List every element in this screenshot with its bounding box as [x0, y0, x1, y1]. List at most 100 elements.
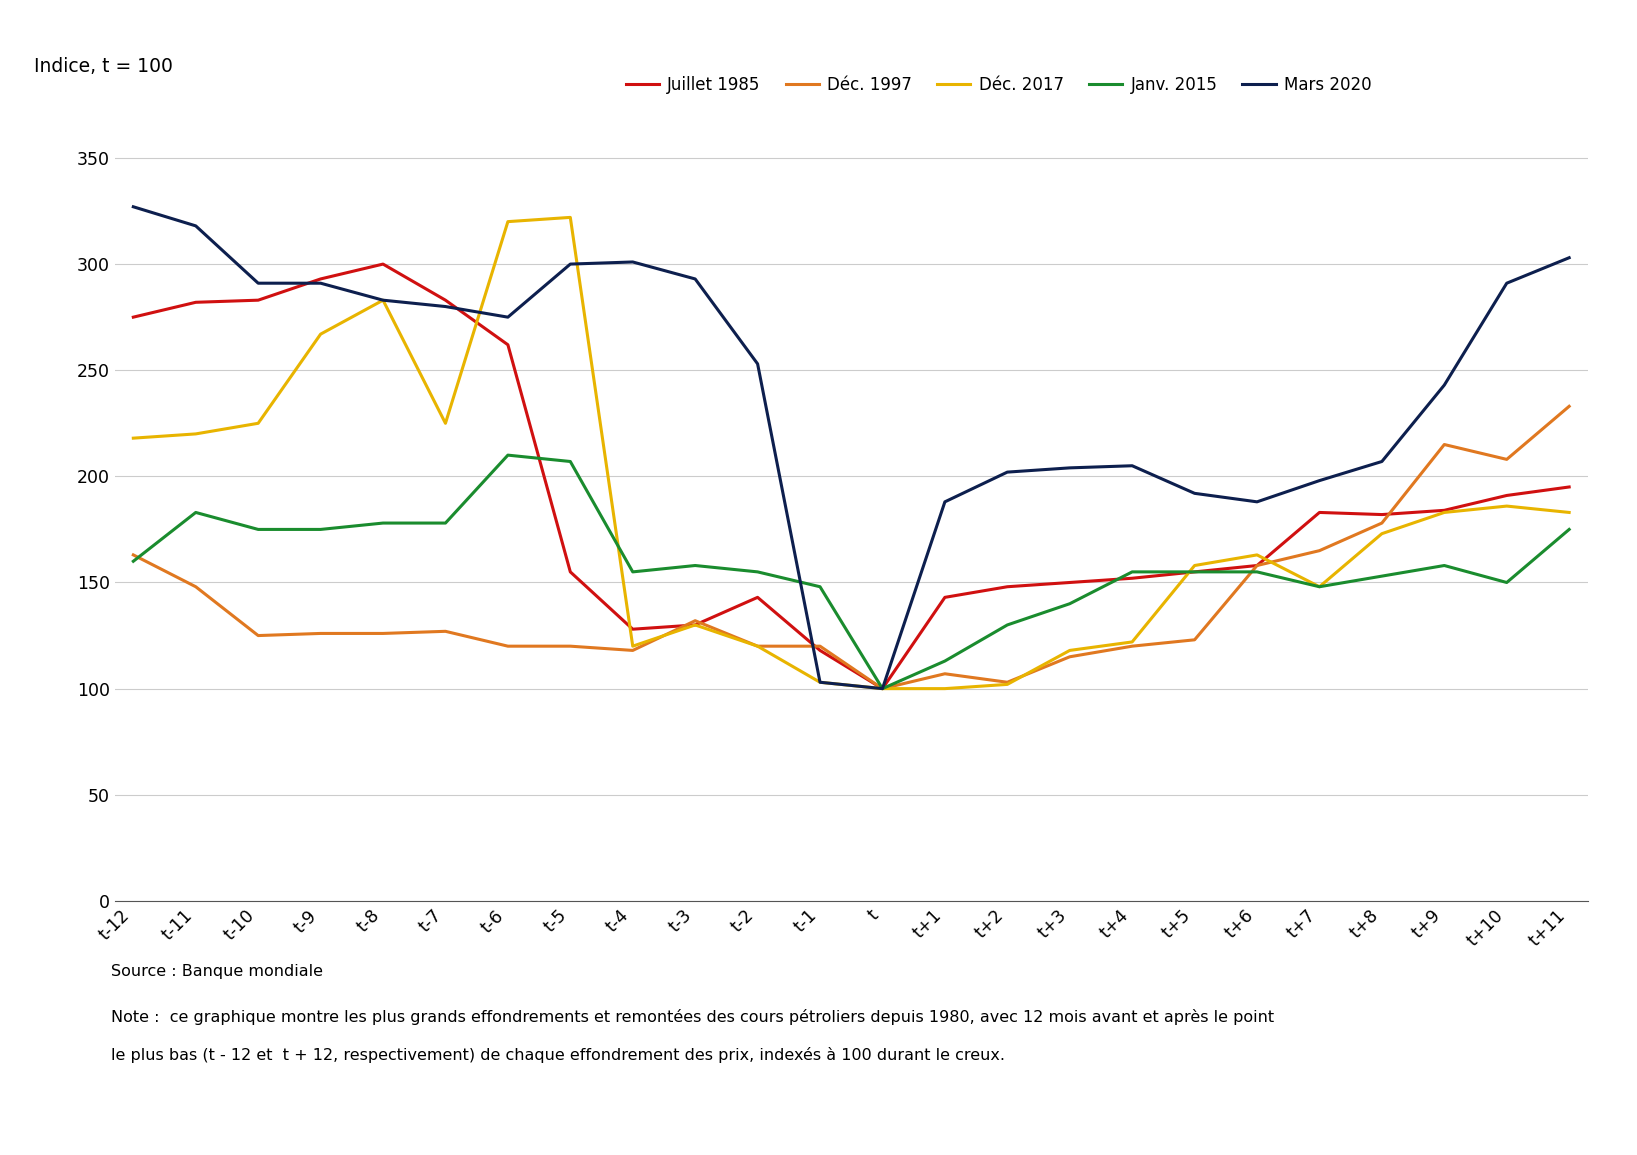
Line: Janv. 2015: Janv. 2015: [133, 455, 1570, 688]
Déc. 1997: [560, 639, 579, 653]
Juillet 1985: [1434, 504, 1454, 517]
Juillet 1985: [1123, 572, 1143, 586]
Janv. 2015: [498, 448, 517, 462]
Déc. 1997: [1185, 633, 1205, 647]
Juillet 1985: [373, 258, 393, 271]
Déc. 2017: [435, 416, 455, 430]
Juillet 1985: [686, 618, 706, 632]
Janv. 2015: [1059, 597, 1079, 611]
Juillet 1985: [1247, 559, 1267, 573]
Janv. 2015: [935, 654, 954, 668]
Déc. 2017: [748, 639, 768, 653]
Janv. 2015: [560, 455, 579, 469]
Mars 2020: [873, 681, 892, 695]
Déc. 1997: [1434, 438, 1454, 452]
Mars 2020: [311, 276, 331, 290]
Déc. 1997: [748, 639, 768, 653]
Mars 2020: [1185, 486, 1205, 500]
Déc. 1997: [435, 625, 455, 639]
Janv. 2015: [873, 681, 892, 695]
Mars 2020: [1310, 474, 1329, 487]
Déc. 2017: [373, 293, 393, 307]
Juillet 1985: [1496, 489, 1516, 502]
Mars 2020: [1123, 459, 1143, 472]
Janv. 2015: [624, 565, 643, 579]
Line: Juillet 1985: Juillet 1985: [133, 264, 1570, 688]
Déc. 1997: [1560, 400, 1580, 413]
Déc. 1997: [1496, 453, 1516, 467]
Déc. 2017: [249, 416, 268, 430]
Line: Déc. 2017: Déc. 2017: [133, 217, 1570, 688]
Mars 2020: [1434, 378, 1454, 392]
Déc. 1997: [686, 613, 706, 627]
Janv. 2015: [249, 522, 268, 536]
Déc. 2017: [1247, 547, 1267, 561]
Janv. 2015: [810, 580, 830, 594]
Juillet 1985: [997, 580, 1017, 594]
Déc. 2017: [1310, 580, 1329, 594]
Mars 2020: [748, 357, 768, 371]
Déc. 2017: [1560, 506, 1580, 520]
Text: le plus bas (t - 12 et  t + 12, respectivement) de chaque effondrement des prix,: le plus bas (t - 12 et t + 12, respectiv…: [111, 1048, 1005, 1064]
Juillet 1985: [748, 590, 768, 604]
Janv. 2015: [1247, 565, 1267, 579]
Janv. 2015: [123, 554, 142, 568]
Mars 2020: [249, 276, 268, 290]
Déc. 1997: [1123, 639, 1143, 653]
Déc. 1997: [498, 639, 517, 653]
Mars 2020: [498, 311, 517, 325]
Janv. 2015: [1310, 580, 1329, 594]
Déc. 2017: [123, 431, 142, 445]
Line: Déc. 1997: Déc. 1997: [133, 407, 1570, 688]
Déc. 1997: [123, 547, 142, 561]
Déc. 2017: [311, 327, 331, 341]
Déc. 1997: [997, 676, 1017, 690]
Déc. 2017: [1123, 635, 1143, 649]
Janv. 2015: [997, 618, 1017, 632]
Déc. 2017: [498, 215, 517, 229]
Mars 2020: [373, 293, 393, 307]
Juillet 1985: [187, 296, 206, 310]
Mars 2020: [435, 299, 455, 313]
Mars 2020: [560, 258, 579, 271]
Juillet 1985: [810, 643, 830, 657]
Déc. 2017: [187, 427, 206, 441]
Janv. 2015: [1560, 522, 1580, 536]
Mars 2020: [1372, 455, 1391, 469]
Juillet 1985: [498, 337, 517, 351]
Déc. 2017: [873, 681, 892, 695]
Juillet 1985: [311, 273, 331, 286]
Déc. 2017: [997, 678, 1017, 692]
Déc. 1997: [249, 628, 268, 642]
Déc. 1997: [311, 626, 331, 640]
Juillet 1985: [1560, 480, 1580, 494]
Déc. 1997: [1059, 650, 1079, 664]
Janv. 2015: [1434, 559, 1454, 573]
Juillet 1985: [873, 681, 892, 695]
Janv. 2015: [311, 522, 331, 536]
Déc. 2017: [1059, 643, 1079, 657]
Legend: Juillet 1985, Déc. 1997, Déc. 2017, Janv. 2015, Mars 2020: Juillet 1985, Déc. 1997, Déc. 2017, Janv…: [619, 69, 1378, 100]
Text: Source : Banque mondiale: Source : Banque mondiale: [111, 964, 324, 979]
Mars 2020: [935, 494, 954, 508]
Mars 2020: [997, 465, 1017, 479]
Déc. 1997: [1247, 559, 1267, 573]
Mars 2020: [1496, 276, 1516, 290]
Déc. 2017: [1496, 499, 1516, 513]
Mars 2020: [624, 255, 643, 269]
Déc. 1997: [624, 643, 643, 657]
Text: Note :  ce graphique montre les plus grands effondrements et remontées des cours: Note : ce graphique montre les plus gran…: [111, 1009, 1275, 1026]
Déc. 2017: [935, 681, 954, 695]
Mars 2020: [187, 219, 206, 233]
Déc. 1997: [935, 666, 954, 680]
Janv. 2015: [187, 506, 206, 520]
Mars 2020: [1560, 251, 1580, 264]
Déc. 2017: [624, 639, 643, 653]
Juillet 1985: [560, 565, 579, 579]
Janv. 2015: [435, 516, 455, 530]
Déc. 2017: [686, 618, 706, 632]
Mars 2020: [123, 200, 142, 214]
Janv. 2015: [1123, 565, 1143, 579]
Déc. 2017: [560, 210, 579, 224]
Déc. 1997: [1310, 544, 1329, 558]
